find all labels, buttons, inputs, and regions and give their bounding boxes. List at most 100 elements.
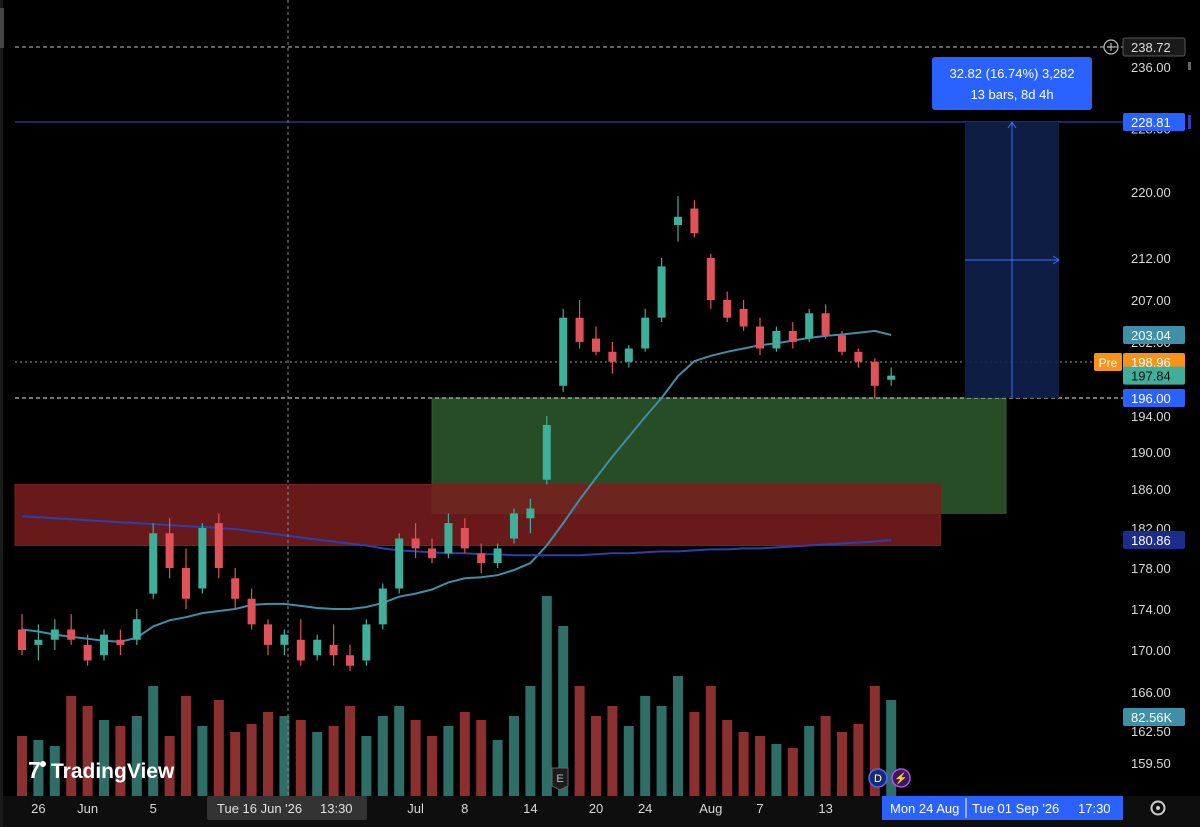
candle [624, 345, 633, 368]
candle [838, 330, 846, 356]
y-tick-label: 162.50 [1131, 724, 1171, 739]
x-tick-label: 5 [150, 801, 157, 816]
measure-tooltip-line1: 32.82 (16.74%) 3,282 [949, 66, 1074, 81]
candle [411, 523, 420, 559]
volume-bar [115, 726, 126, 796]
volume-bar [49, 746, 60, 796]
candle [378, 583, 387, 630]
candle [231, 568, 240, 609]
candle [477, 543, 486, 574]
volume-bar [345, 706, 355, 796]
candle-body [739, 308, 748, 327]
volume-bar [509, 716, 519, 796]
candle-body [329, 644, 338, 656]
y-tick-label: 178.00 [1131, 561, 1171, 576]
candle [460, 518, 469, 554]
candle-body [214, 523, 223, 568]
volume-bar [787, 748, 798, 796]
time-scale: 26 Jun 5 Jul 8 14 20 24 Aug 7 13 [31, 801, 833, 816]
dividend-event-icon[interactable]: D [868, 768, 888, 788]
candle [182, 548, 190, 609]
candle-body [756, 326, 764, 349]
volume-bar [246, 724, 257, 796]
candle-body [18, 629, 26, 650]
candle [887, 367, 896, 386]
candle-body [296, 639, 305, 661]
volume-layer [17, 596, 897, 796]
price-label-bg [1123, 531, 1185, 549]
candle-body [526, 508, 535, 519]
volume-bar [656, 706, 667, 796]
x-tick-label: 8 [461, 801, 468, 816]
candle-body [641, 317, 650, 349]
candle [608, 341, 617, 374]
candle [132, 609, 141, 645]
y-tick-label: 159.50 [1131, 756, 1171, 771]
measure-arrow-right [1052, 255, 1060, 265]
candle [329, 624, 338, 666]
gear-icon[interactable] [1150, 800, 1166, 816]
y-tick-label: 170.00 [1131, 643, 1171, 658]
zones-layer [14, 397, 1007, 546]
volume-bar [673, 676, 683, 796]
candle-body [67, 629, 76, 640]
price-label: 196.00 [1123, 389, 1185, 407]
plus-icon[interactable] [1103, 39, 1119, 55]
candle [542, 416, 551, 485]
y-tick-label: 190.00 [1131, 445, 1171, 460]
price-label-text: 203.04 [1131, 328, 1171, 343]
price-labels: 238.72 228.81 203.04 198.96 Pre 197.84 196.00 1… [1094, 37, 1186, 726]
x-tick-label: 7 [756, 801, 763, 816]
svg-text:⚡: ⚡ [894, 772, 908, 785]
svg-text:E: E [556, 773, 563, 785]
price-label-text: 197.84 [1131, 369, 1171, 384]
flash-event-icon[interactable]: ⚡ [891, 768, 911, 788]
x-tick-label: Jul [407, 801, 424, 816]
volume-bar [804, 726, 815, 796]
candle [296, 619, 305, 666]
candle [247, 588, 256, 630]
x-tick-label: Aug [699, 801, 722, 816]
candle [772, 326, 781, 352]
x-tick-label: 24 [638, 801, 652, 816]
range-end-label: Tue 01 Sep '26 [972, 801, 1059, 816]
tradingview-logo: 7 TradingView [28, 757, 175, 783]
scale-handle[interactable] [1188, 62, 1191, 70]
price-label: 228.81 [1123, 113, 1185, 131]
y-tick-label: 186.00 [1131, 482, 1171, 497]
volume-bar [181, 696, 191, 796]
volume-bar [213, 700, 224, 796]
price-label: 238.72 [1103, 37, 1186, 57]
candle-body [706, 258, 715, 300]
candle [214, 513, 223, 579]
candle-body [50, 629, 59, 640]
candle [690, 200, 699, 238]
candle [493, 543, 502, 568]
candle [821, 304, 830, 339]
y-tick-label: 194.00 [1131, 409, 1171, 424]
earnings-event-icon[interactable]: E [551, 767, 569, 791]
candle-body [149, 533, 158, 594]
volume-bar [377, 716, 388, 796]
measure-tooltip [932, 57, 1092, 110]
volume-bar [328, 726, 339, 796]
scale-marker [1188, 115, 1191, 129]
candle-body [559, 317, 568, 386]
x-tick-label: 14 [523, 801, 537, 816]
candle-body [657, 266, 666, 318]
candle [706, 253, 715, 309]
candle [657, 258, 666, 323]
candle-body [116, 639, 125, 645]
candle-body [838, 335, 846, 352]
volume-bar [705, 686, 716, 796]
candle [264, 619, 272, 656]
measure-arrow-up [1007, 121, 1017, 129]
y-tick-label: 166.00 [1131, 685, 1171, 700]
candle [559, 308, 568, 392]
volume-bar [33, 740, 44, 796]
volume-bar [886, 700, 897, 796]
volume-bar [492, 740, 503, 796]
candle-body [510, 513, 518, 539]
candle [116, 629, 125, 656]
